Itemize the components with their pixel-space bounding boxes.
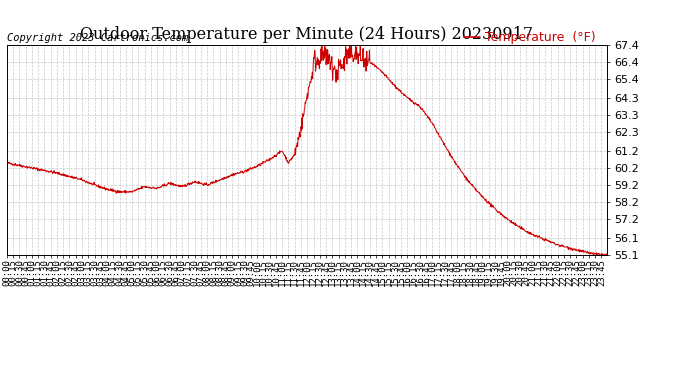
Title: Outdoor Temperature per Minute (24 Hours) 20230917: Outdoor Temperature per Minute (24 Hours… bbox=[81, 27, 533, 44]
Legend: Temperature  (°F): Temperature (°F) bbox=[459, 26, 601, 49]
Text: Copyright 2023 Cartronics.com: Copyright 2023 Cartronics.com bbox=[7, 33, 188, 43]
